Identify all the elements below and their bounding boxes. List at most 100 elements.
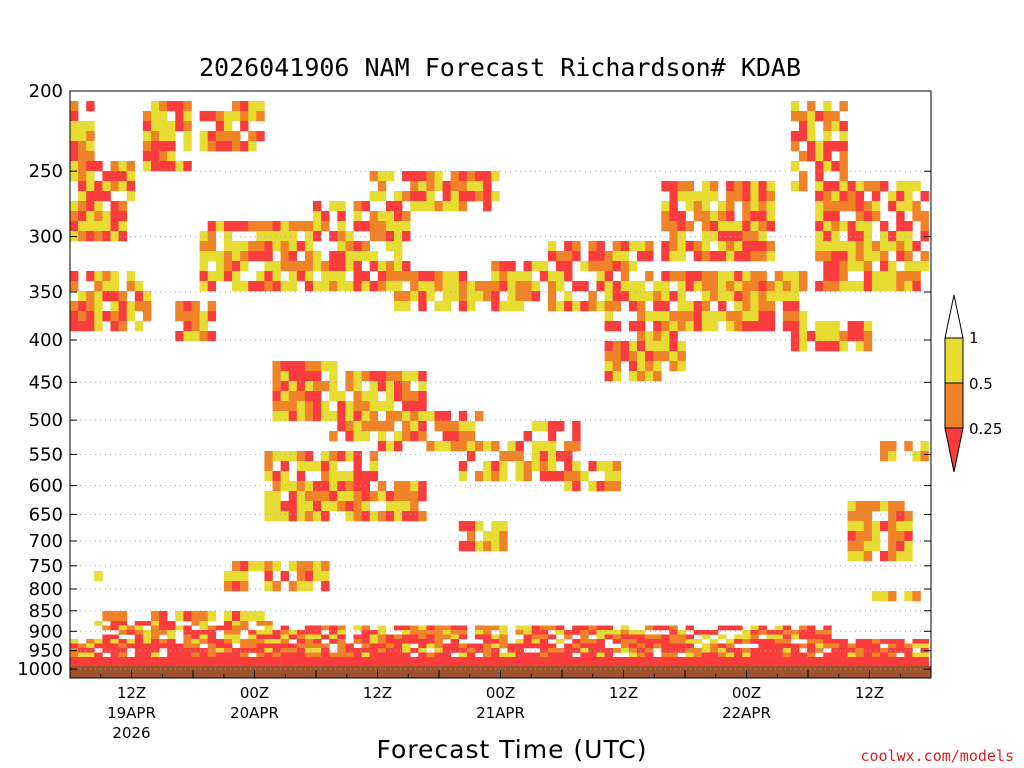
heatmap-cell — [159, 630, 168, 635]
heatmap-cell — [628, 652, 638, 658]
heatmap-cell — [734, 181, 743, 192]
heatmap-cell — [329, 461, 338, 472]
heatmap-cell — [669, 201, 678, 212]
heatmap-cell — [677, 271, 686, 282]
heatmap-cell — [329, 625, 338, 631]
heatmap-cell — [337, 661, 346, 667]
heatmap-cell — [620, 351, 630, 362]
heatmap-cell — [475, 471, 484, 482]
heatmap-cell — [904, 261, 913, 272]
heatmap-cell — [839, 131, 848, 142]
heatmap-cell — [483, 652, 492, 658]
heatmap-cell — [313, 511, 322, 522]
heatmap-cell — [167, 630, 176, 635]
heatmap-cell — [847, 241, 856, 252]
heatmap-cell — [426, 661, 435, 667]
heatmap-cell — [693, 301, 703, 312]
heatmap-cell — [361, 471, 370, 482]
heatmap-cell — [815, 111, 824, 122]
heatmap-cell — [701, 181, 711, 192]
heatmap-cell — [750, 301, 759, 312]
heatmap-cell — [296, 411, 306, 422]
heatmap-cell — [199, 625, 208, 631]
heatmap-cell — [612, 261, 622, 272]
heatmap-cell — [280, 571, 289, 582]
heatmap-cell — [288, 221, 298, 232]
heatmap-cell — [726, 251, 735, 262]
heatmap-cell — [531, 461, 541, 472]
heatmap-cell — [507, 301, 516, 312]
heatmap-cell — [418, 481, 427, 492]
heatmap-cell — [499, 661, 508, 667]
heatmap-cell — [904, 281, 913, 292]
heatmap-cell — [871, 521, 881, 532]
heatmap-cell — [353, 241, 362, 252]
heatmap-cell — [369, 171, 379, 182]
heatmap-cell — [142, 661, 152, 667]
heatmap-cell — [94, 311, 103, 322]
heatmap-cell — [86, 161, 95, 172]
heatmap-cell — [232, 561, 241, 572]
heatmap-cell — [855, 657, 865, 662]
heatmap-cell — [442, 411, 451, 422]
heatmap-cell — [766, 634, 775, 640]
heatmap-cell — [199, 611, 208, 622]
y-tick-label: 200 — [29, 81, 63, 102]
heatmap-cell — [661, 625, 670, 631]
heatmap-cell — [855, 511, 865, 522]
heatmap-cell — [361, 491, 370, 502]
heatmap-cell — [499, 657, 508, 662]
heatmap-cell — [248, 561, 257, 572]
heatmap-cell — [499, 461, 508, 472]
y-tick-label: 1000 — [17, 659, 63, 680]
heatmap-cell — [199, 648, 208, 653]
heatmap-cell — [758, 311, 767, 322]
heatmap-cell — [321, 511, 330, 522]
heatmap-cell — [491, 301, 500, 312]
heatmap-cell — [564, 241, 573, 252]
heatmap-cell — [223, 271, 233, 282]
heatmap-cell — [458, 643, 468, 649]
heatmap-cell — [329, 634, 338, 640]
heatmap-cell — [604, 652, 613, 658]
heatmap-cell — [596, 643, 605, 649]
heatmap-cell — [596, 630, 605, 635]
heatmap-cell — [167, 131, 176, 142]
heatmap-cell — [78, 171, 87, 182]
heatmap-cell — [628, 281, 638, 292]
heatmap-cell — [677, 221, 686, 232]
heatmap-cell — [750, 251, 759, 262]
heatmap-cell — [86, 211, 95, 222]
heatmap-cell — [572, 301, 581, 312]
heatmap-cell — [94, 291, 103, 302]
heatmap-cell — [442, 634, 451, 640]
heatmap-cell — [774, 630, 784, 635]
heatmap-cell — [564, 648, 573, 653]
heatmap-cell — [466, 531, 476, 542]
heatmap-cell — [353, 639, 362, 644]
heatmap-cell — [863, 511, 873, 522]
heatmap-cell — [515, 271, 524, 282]
heatmap-cell — [418, 630, 427, 635]
heatmap-cell — [191, 301, 200, 312]
heatmap-cell — [426, 181, 435, 192]
heatmap-cell — [118, 652, 127, 658]
heatmap-cell — [296, 639, 306, 644]
heatmap-cell — [475, 291, 484, 302]
heatmap-cell — [110, 221, 119, 232]
heatmap-cell — [304, 411, 314, 422]
heatmap-cell — [385, 639, 395, 644]
heatmap-cell — [596, 301, 605, 312]
heatmap-cell — [394, 481, 403, 492]
heatmap-cell — [677, 301, 686, 312]
heatmap-cell — [799, 131, 808, 142]
legend-swatch — [944, 337, 964, 384]
y-tick-label: 400 — [29, 330, 63, 351]
heatmap-cell — [159, 625, 168, 631]
heatmap-cell — [191, 652, 200, 658]
heatmap-cell — [653, 657, 662, 662]
heatmap-cell — [855, 661, 865, 667]
heatmap-cell — [637, 331, 646, 342]
heatmap-cell — [718, 634, 727, 640]
heatmap-cell — [313, 652, 322, 658]
